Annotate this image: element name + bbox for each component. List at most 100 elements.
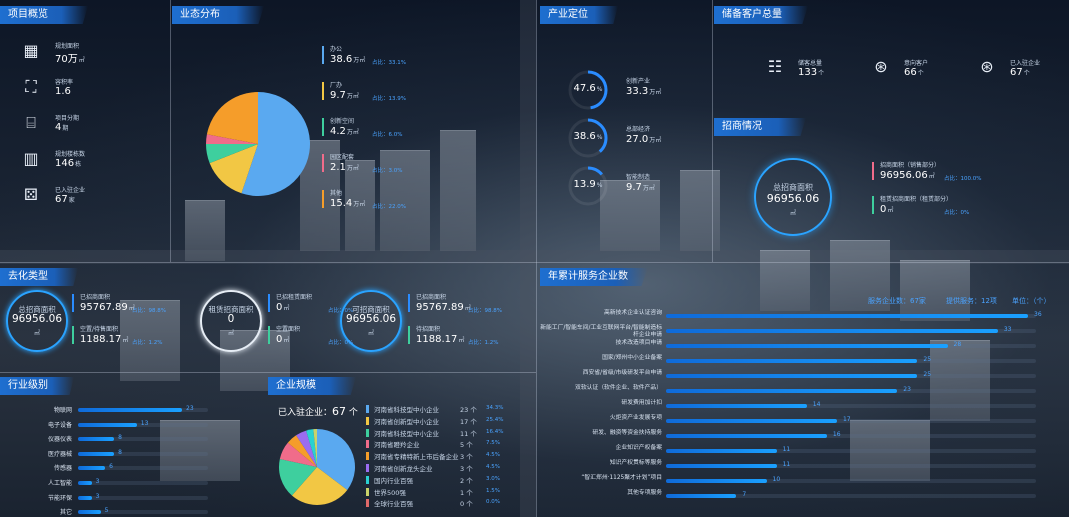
enterprise-item-swatch [366,487,369,496]
industry-level-value: 8 [118,434,122,442]
industry-level-label: 物联网 [53,407,72,414]
pie-slice [206,92,258,144]
business-item-number: 4.2 [330,126,346,137]
annual-item-value: 36 [1034,311,1042,318]
business-item-unit: 万㎡ [346,129,359,136]
destock-item-label: 待招面积 [416,326,441,333]
enterprise-summary: 已入驻企业：67 个 [278,405,358,418]
enterprise-item-swatch [366,440,369,449]
destock-item-bar [72,326,74,344]
annual-item-label: 知识产权贯标等服务 [609,460,662,466]
project-item-unit: 家 [68,197,75,204]
destock-ring-unit: ㎡ [367,330,374,337]
business-item-bar [322,154,324,172]
enterprise-item-count: 0 个 [460,500,473,509]
business-item-pct: 占比：6.0% [372,132,403,138]
industry-level-bar [78,451,115,456]
annual-service-title: 年累计服务企业数 [540,268,648,286]
annual-item-value: 10 [772,476,781,483]
business-item-bar [322,118,324,136]
industry-level-track [78,451,208,456]
reserve-item-unit: 个 [917,70,924,77]
destock-item-value: 95767.89㎡ [80,302,135,313]
business-item-label: 办公 [330,46,343,53]
project-item-value: 67家 [55,194,75,205]
industry-level-value: 13 [140,419,149,427]
destock-item-bar [408,294,410,312]
annual-item-label: 火炬资产业发展专项 [609,415,662,421]
destock-item-label: 空置/待售面积 [80,326,119,333]
reserve-item-icon: ☷ [767,57,783,76]
enterprise-item-pct: 25.4% [486,416,504,423]
industry-item-unit: 万㎡ [649,89,662,96]
industry-level-label: 仪器仪表 [47,436,72,444]
annual-item-bar [666,344,948,348]
business-item-number: 9.7 [330,90,346,101]
industry-item-value: 27.0万㎡ [626,134,661,145]
project-item-label: 已入驻企业 [55,187,86,194]
destock-item-pct: 占比：0% [328,308,354,314]
industry-level-bar [78,510,101,515]
business-distribution-title: 业态分布 [172,6,264,24]
industry-level-bar [78,481,92,485]
annual-item-label: 高新技术企业认证咨询 [604,310,662,316]
reserve-item-icon: ⊛ [980,57,994,76]
business-item-value: 4.2万㎡ [330,126,359,137]
industry-level-value: 5 [104,507,109,515]
pie-slice [209,144,258,194]
industry-gauge-number: 13.9 [573,179,596,190]
industry-level-track [78,466,208,471]
business-item-pct: 占比：13.9% [372,96,406,102]
annual-item-bar [666,404,807,408]
annual-item-bar [666,374,918,378]
reserve-item-number: 133 [798,67,818,78]
reserve-item-unit: 个 [1023,70,1030,77]
enterprise-item-pct: 4.5% [486,452,500,459]
reserve-item-label: 意向客户 [904,60,929,67]
project-item-value: 70万㎡ [55,50,85,65]
business-item-unit: 万㎡ [346,165,359,172]
destock-item-value: 0㎡ [276,302,289,313]
annual-item-track [666,344,1036,348]
investment-title: 招商情况 [714,118,806,136]
business-item-number: 15.4 [330,198,353,209]
investment-item-label: 租赁招商面积（租赁部分） [880,196,953,203]
enterprise-item-label: 河南省专精特新上市后备企业 [374,453,459,462]
project-item-label: 项目分期 [55,115,80,122]
destock-item-number: 95767.89 [416,302,464,313]
enterprise-item-count: 3 个 [460,465,473,473]
destock-item-value: 1188.17㎡ [80,334,128,345]
annual-item-label: 研发费用加计扣 [621,400,662,406]
industry-level-bar [78,495,92,500]
industry-level-track [78,481,208,485]
business-item-pct: 占比：33.1% [372,60,406,66]
enterprise-item-pct: 34.3% [486,405,504,411]
destock-item-value: 1188.17㎡ [416,334,464,345]
industry-item-value: 9.7万㎡ [626,182,655,193]
industry-level-label: 电子设备 [47,421,72,429]
annual-item-track [666,329,1036,333]
project-item-unit: 期 [62,125,69,132]
annual-item-value: 25 [923,356,932,363]
gauge-arc [568,166,608,206]
reserve-item-label: 已入驻企业 [1010,60,1041,67]
enterprise-item-swatch [366,475,369,484]
enterprise-item-label: 河南省创新型中小企业 [374,417,439,426]
investment-item-label: 招商面积（销售部分） [880,162,941,169]
reserve-item-value: 133个 [798,67,824,78]
business-item-value: 9.7万㎡ [330,90,359,101]
industry-item-label: 创新产业 [626,78,651,85]
gauge-arc [568,118,608,158]
annual-item-label: 研发、融资等资金扶持服务 [592,430,662,436]
annual-unit: 单位：（个） [1012,297,1051,305]
project-item-icon: ⛶ [25,77,37,96]
reserve-item-number: 67 [1010,67,1023,78]
annual-item-value: 14 [812,401,821,408]
enterprise-item-pct: 4.5% [486,464,500,470]
investment-item-bar [872,196,874,214]
industry-item-number: 9.7 [626,182,642,193]
industry-level-value: 23 [186,405,194,412]
project-item-unit: ㎡ [78,57,85,64]
project-item-icon: ▥ [23,149,39,168]
